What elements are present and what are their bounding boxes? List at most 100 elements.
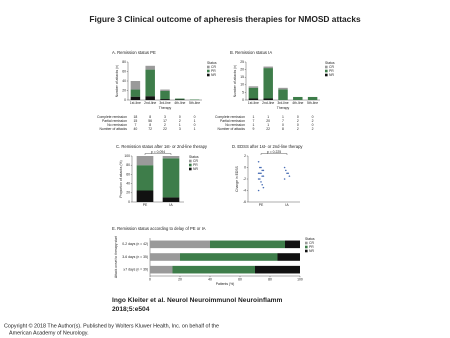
table-cell: 0 — [194, 115, 196, 119]
table-cell: 2 — [297, 119, 299, 123]
x-axis-label: Therapy — [159, 106, 172, 110]
table-cell: 56 — [148, 119, 152, 123]
bar-segment — [255, 265, 300, 274]
legend-label: NR — [193, 167, 198, 171]
table-cell: 0 — [297, 123, 299, 127]
table-row-label: Number of attacks — [217, 127, 245, 131]
bar-segment — [150, 240, 210, 249]
legend-label: NR — [329, 73, 334, 77]
x-tick-label: 3rd-line — [277, 101, 288, 105]
bracket — [144, 153, 172, 155]
table-cell: 7 — [282, 119, 284, 123]
bar-segment — [145, 96, 155, 100]
legend-swatch — [325, 65, 328, 69]
table-cell: 1 — [252, 115, 254, 119]
x-tick-label: 4th-line — [292, 101, 303, 105]
copyright: Copyright © 2018 The Author(s). Publishe… — [4, 322, 219, 329]
bar-segment — [136, 165, 154, 191]
x-tick-label: IA — [169, 203, 173, 207]
table-cell: 0 — [312, 123, 314, 127]
legend-swatch — [305, 245, 308, 249]
table-cell: 0 — [282, 123, 284, 127]
y-axis-label: Change in EDSS — [235, 165, 239, 191]
data-point — [259, 172, 261, 175]
x-axis-label: Patients (%) — [216, 282, 234, 286]
data-point — [260, 181, 262, 183]
legend-swatch — [207, 69, 210, 73]
bar-segment — [150, 253, 180, 261]
x-tick-label: 80 — [268, 277, 272, 281]
bar-segment — [130, 81, 141, 90]
y-tick-label: 20 — [122, 88, 126, 92]
bar-segment — [175, 98, 185, 100]
table-cell: 18 — [134, 115, 138, 119]
y-tick-label: 0-2 days (n = 42) — [122, 242, 148, 246]
legend-title: Status — [325, 61, 335, 65]
data-point — [283, 166, 286, 169]
citation: Ingo Kleiter et al. Neurol Neuroimmunol … — [112, 297, 282, 304]
table-row-label: Partial remission — [102, 119, 127, 123]
legend-label: CR — [193, 159, 198, 163]
data-point — [262, 169, 265, 172]
y-tick-label: 40 — [126, 181, 130, 185]
bar-segment — [162, 156, 180, 159]
table-cell: 8 — [282, 127, 284, 131]
annotation: p = 0.094 — [151, 150, 165, 154]
table-cell: 1 — [267, 115, 269, 119]
data-point — [288, 175, 291, 177]
table-cell: 0 — [194, 123, 196, 127]
y-tick-label: 3-6 days (n = 35) — [122, 255, 148, 259]
table-cell: 2 — [312, 119, 314, 123]
y-tick-label: 60 — [122, 69, 126, 73]
x-tick-label: 4th-line — [174, 101, 185, 105]
bar-segment — [278, 89, 288, 100]
data-point — [283, 178, 286, 180]
legend-label: PR — [193, 163, 198, 167]
table-cell: 2 — [297, 127, 299, 131]
table-row-label: Complete remission — [97, 115, 127, 119]
data-point — [257, 178, 260, 180]
panel-title: C. Remission status after 1st- or 2nd-li… — [116, 144, 208, 149]
table-row-label: No remission — [107, 123, 127, 127]
data-point — [262, 186, 265, 189]
data-point — [287, 172, 290, 175]
legend-swatch — [305, 249, 308, 253]
bar-segment — [162, 197, 180, 202]
table-cell: 3 — [179, 127, 181, 131]
table-cell: 1 — [252, 123, 254, 127]
legend-swatch — [207, 73, 210, 77]
bar-segment — [172, 265, 255, 274]
table-cell: 8 — [149, 115, 151, 119]
x-tick-label: PE — [143, 203, 148, 207]
table-cell: 2 — [179, 119, 181, 123]
x-tick-label: 3rd-line — [159, 101, 170, 105]
bar-segment — [136, 156, 154, 166]
legend-label: NR — [211, 73, 216, 77]
y-axis-label: Attack onset to therapy start — [114, 236, 118, 278]
panel-title: D. EDSS after 1st- or 2nd-line therapy — [232, 144, 303, 149]
table-cell: 72 — [148, 127, 152, 131]
x-tick-label: 60 — [238, 277, 242, 281]
y-tick-label: 15 — [240, 75, 244, 79]
panel-title: A. Remission status PE — [112, 50, 156, 55]
x-tick-label: 5th-line — [307, 101, 318, 105]
y-axis-label: Proportion of attacks (%) — [119, 160, 123, 197]
table-cell: 0 — [297, 115, 299, 119]
bar-segment — [130, 96, 141, 100]
y-tick-label: 20 — [126, 191, 130, 195]
y-tick-label: 40 — [122, 79, 126, 83]
x-tick-label: 100 — [297, 277, 303, 281]
bar-segment — [160, 99, 170, 100]
panel-title: B. Remission status IA — [230, 50, 272, 55]
legend-swatch — [207, 65, 210, 69]
data-point — [259, 178, 261, 180]
x-tick-label: 1st-line — [130, 101, 141, 105]
table-cell: 7 — [252, 119, 254, 123]
y-tick-label: -6 — [243, 200, 246, 204]
y-tick-label: 0 — [124, 98, 126, 102]
bar-segment — [162, 158, 180, 198]
bar-segment — [293, 96, 303, 100]
y-tick-label: 5 — [242, 90, 244, 94]
bar-segment — [285, 240, 300, 249]
